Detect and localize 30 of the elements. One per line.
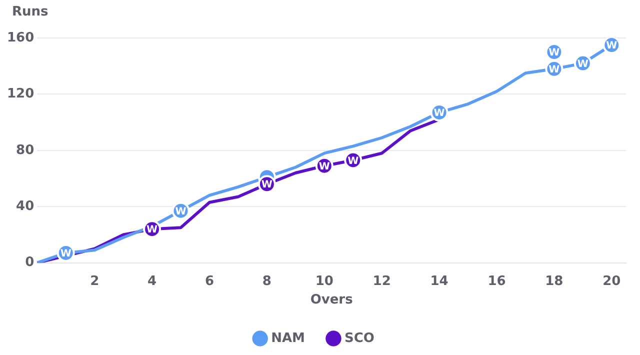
data-label: W: [434, 108, 445, 120]
data-label: W: [606, 40, 618, 52]
y-axis-title: Runs: [12, 4, 49, 20]
y-tick-label: 160: [6, 30, 34, 46]
legend-label: NAM: [271, 330, 305, 346]
x-tick-label: 2: [90, 274, 100, 289]
data-label: W: [348, 156, 359, 167]
x-tick-label: 20: [602, 274, 621, 289]
x-tick-label: 16: [488, 274, 506, 289]
y-tick-label: 40: [16, 198, 34, 214]
x-tick-label: 10: [315, 274, 334, 289]
x-tick-label: 4: [148, 274, 157, 289]
data-label: W: [548, 64, 560, 76]
x-tick-label: 14: [430, 274, 448, 289]
data-label: W: [146, 224, 158, 236]
x-tick-label: 6: [204, 274, 214, 289]
y-tick-label: 0: [25, 255, 34, 270]
data-label: W: [175, 206, 186, 218]
legend-label: SCO: [344, 330, 374, 346]
data-label: W: [577, 58, 588, 70]
x-axis-title: Overs: [310, 292, 354, 308]
data-label: W: [548, 48, 560, 59]
x-tick-label: 8: [262, 274, 272, 289]
x-tick-label: 18: [545, 274, 564, 289]
data-label: W: [261, 180, 272, 191]
x-tick-label: 12: [372, 274, 391, 289]
data-label: W: [60, 248, 72, 260]
y-tick-label: 80: [16, 142, 34, 158]
data-label: W: [318, 161, 330, 172]
y-tick-label: 120: [6, 86, 34, 102]
